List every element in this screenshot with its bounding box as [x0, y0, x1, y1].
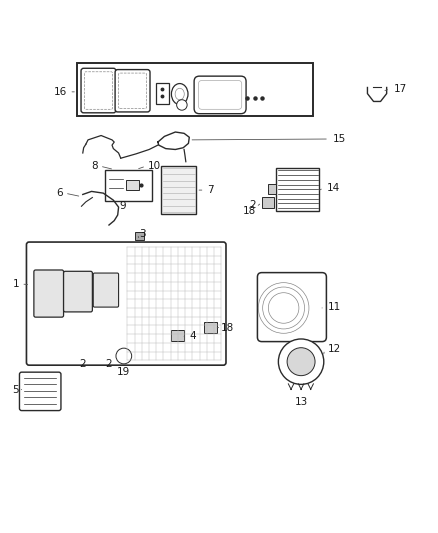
Text: 17: 17 — [394, 84, 407, 94]
Ellipse shape — [171, 84, 188, 104]
Text: 19: 19 — [117, 367, 131, 377]
Text: 18: 18 — [221, 322, 234, 333]
FancyBboxPatch shape — [19, 372, 61, 410]
FancyBboxPatch shape — [119, 73, 147, 108]
Circle shape — [116, 348, 132, 364]
FancyBboxPatch shape — [85, 72, 113, 109]
Text: 7: 7 — [207, 185, 213, 195]
FancyBboxPatch shape — [93, 273, 119, 307]
Text: 2: 2 — [106, 359, 112, 369]
Bar — [204, 322, 217, 333]
Bar — [268, 184, 276, 194]
Bar — [105, 169, 152, 201]
Text: 15: 15 — [332, 134, 346, 144]
Text: 12: 12 — [328, 344, 341, 354]
Bar — [127, 181, 139, 190]
FancyBboxPatch shape — [194, 76, 246, 114]
Text: 4: 4 — [189, 332, 196, 341]
Circle shape — [279, 339, 324, 384]
Text: 1: 1 — [12, 279, 19, 289]
Bar — [161, 166, 196, 214]
FancyBboxPatch shape — [258, 272, 326, 342]
Text: 14: 14 — [327, 183, 340, 193]
Text: 16: 16 — [54, 87, 67, 97]
Text: 2: 2 — [79, 359, 86, 369]
Bar — [155, 83, 169, 103]
Text: 18: 18 — [242, 206, 256, 216]
FancyBboxPatch shape — [81, 68, 116, 113]
FancyBboxPatch shape — [198, 80, 242, 109]
Circle shape — [287, 348, 315, 376]
Bar — [276, 168, 319, 211]
Bar — [77, 63, 313, 116]
Circle shape — [177, 100, 187, 110]
Bar — [171, 330, 184, 341]
Text: 3: 3 — [140, 229, 146, 239]
Bar — [262, 197, 274, 207]
Text: 10: 10 — [148, 161, 161, 171]
FancyBboxPatch shape — [115, 70, 150, 112]
FancyBboxPatch shape — [64, 271, 92, 312]
FancyBboxPatch shape — [34, 270, 64, 317]
Text: 8: 8 — [91, 161, 98, 171]
Ellipse shape — [175, 88, 184, 100]
Bar — [135, 232, 144, 240]
Text: 11: 11 — [328, 302, 341, 312]
FancyBboxPatch shape — [26, 242, 226, 365]
Text: 6: 6 — [56, 188, 63, 198]
Text: 2: 2 — [249, 199, 256, 209]
Text: 5: 5 — [12, 385, 19, 394]
Text: 13: 13 — [294, 397, 308, 407]
Text: 9: 9 — [120, 201, 126, 211]
